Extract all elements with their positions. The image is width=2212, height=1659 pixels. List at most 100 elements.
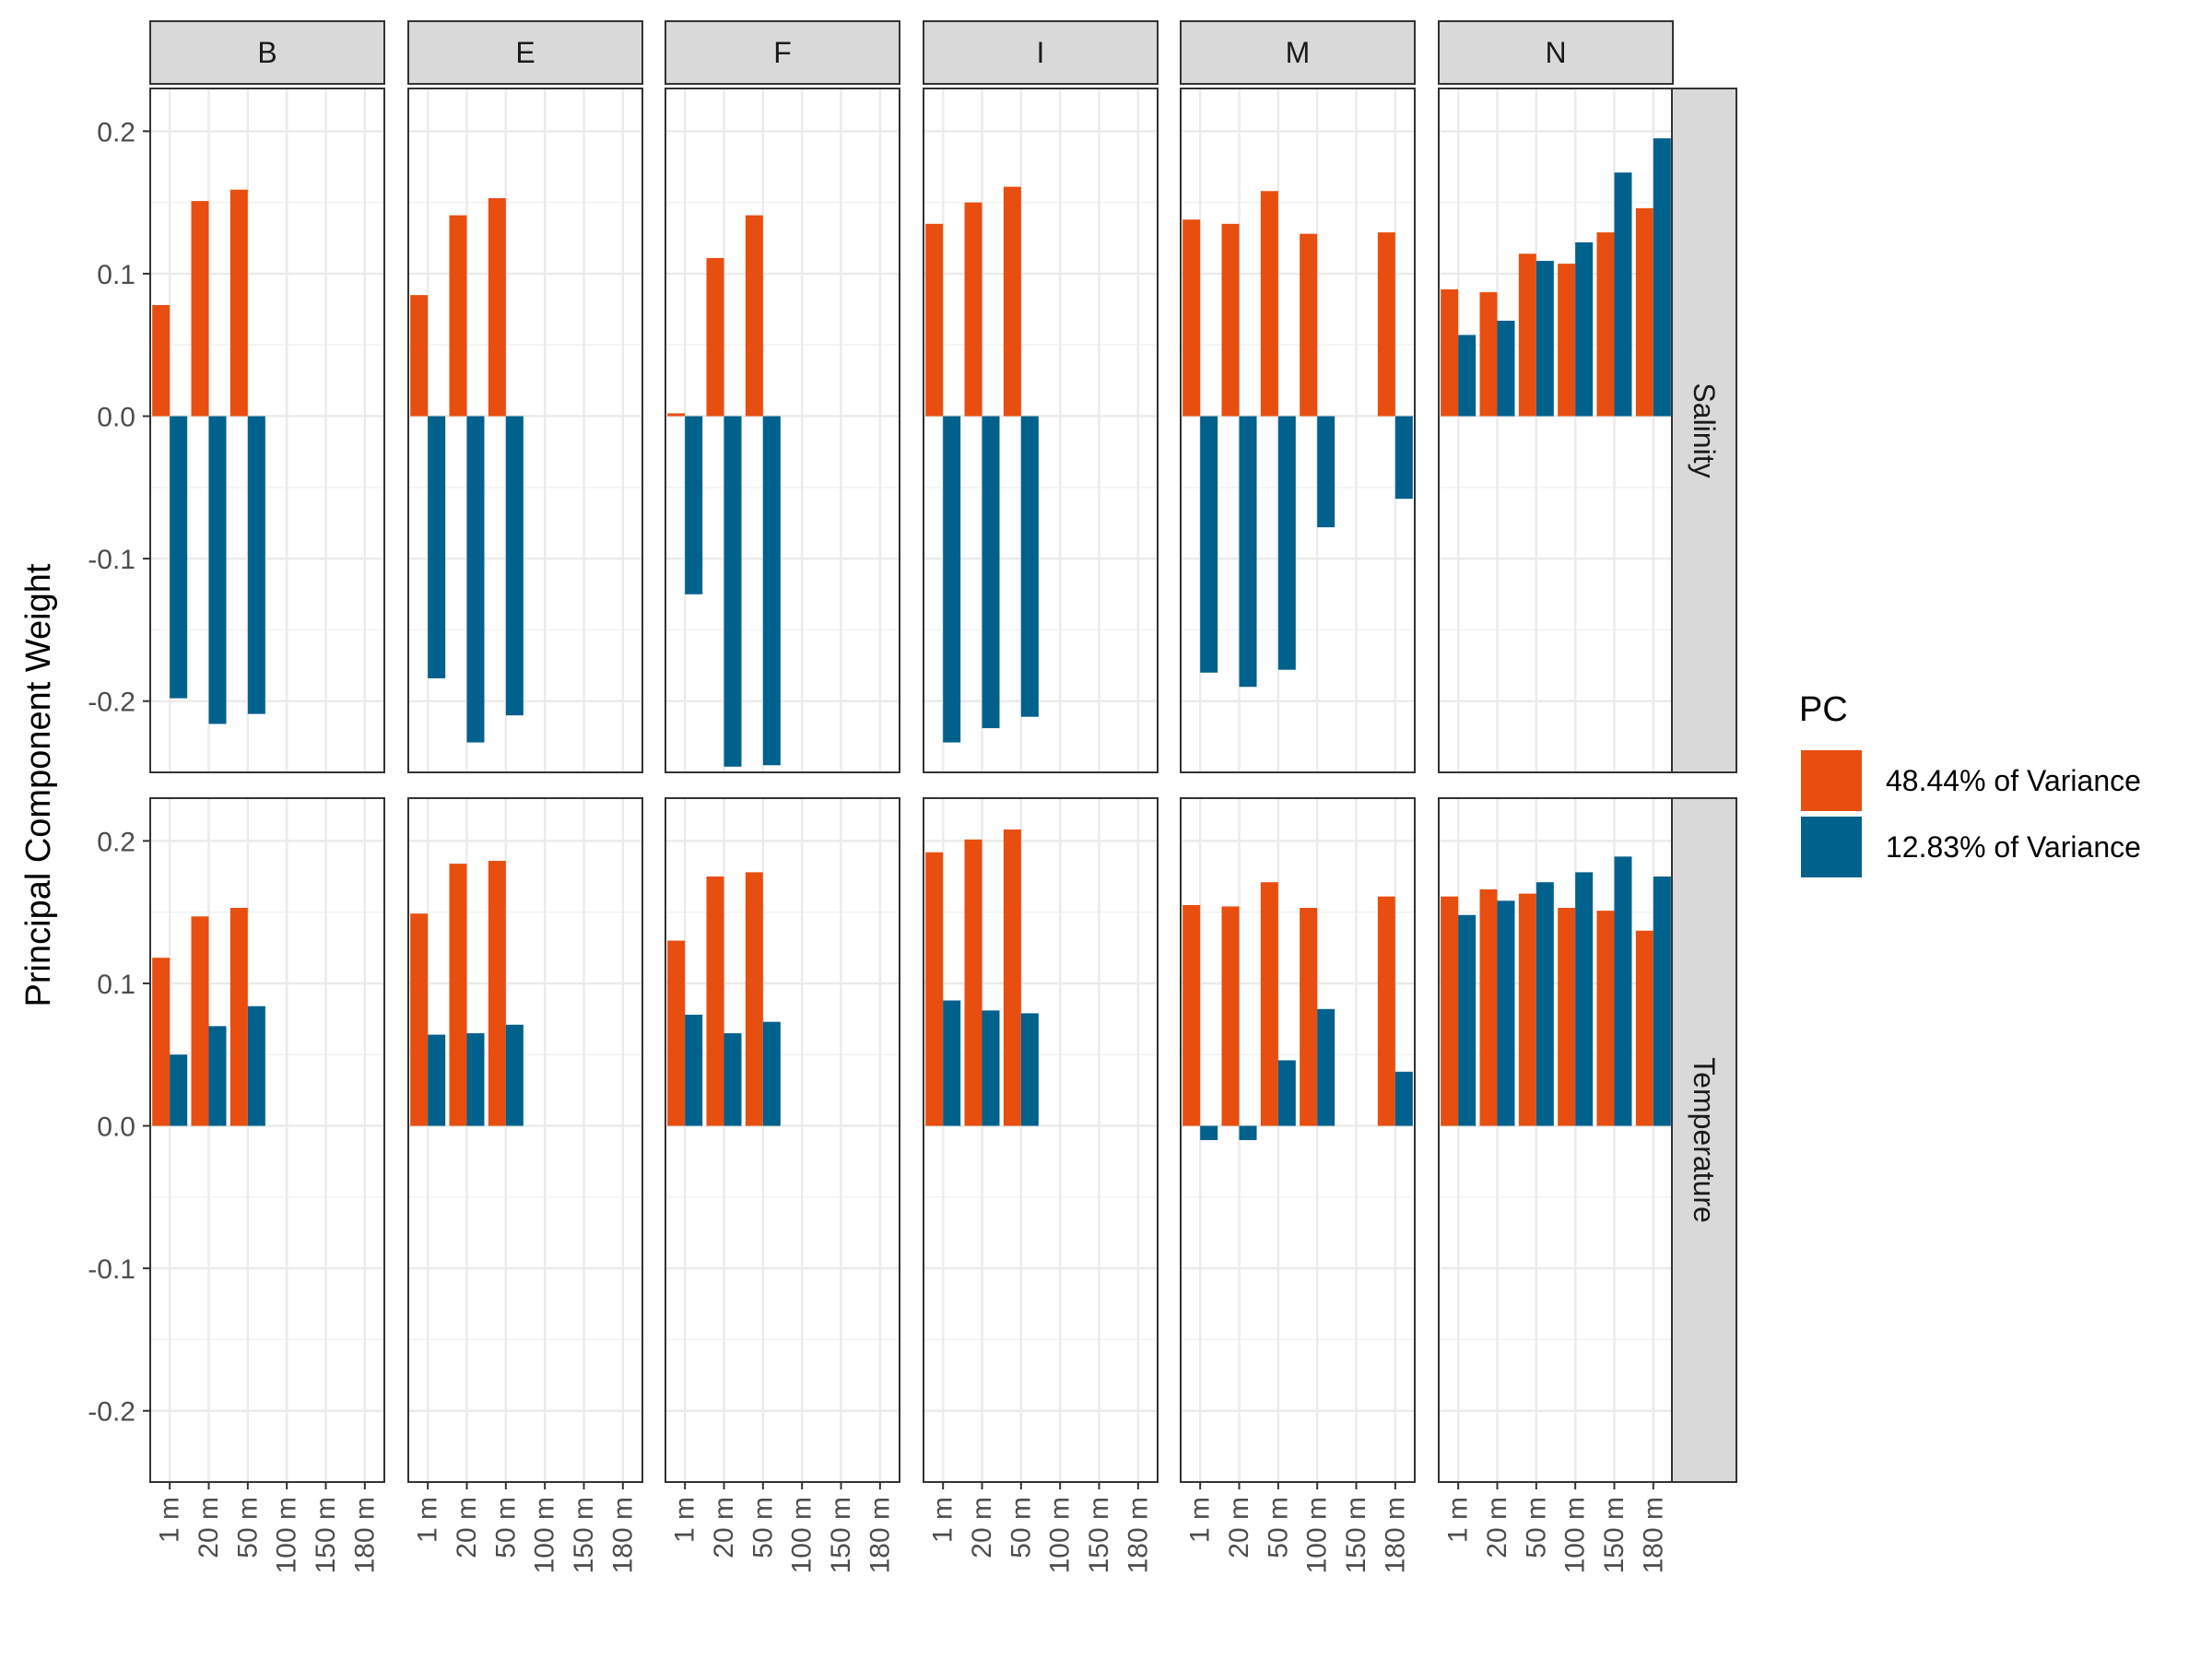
bar-pc1-50m — [745, 215, 763, 417]
bar-pc2-20m — [724, 416, 742, 767]
bar-pc1-20m — [706, 877, 724, 1126]
panel-background — [1439, 798, 1673, 1482]
x-tick-label: 180 m — [1380, 1497, 1410, 1573]
panel-temperature-i — [923, 797, 1159, 1483]
x-tick-label: 180 m — [349, 1497, 380, 1573]
strip-background — [149, 20, 385, 85]
bar-pc2-180m — [1653, 138, 1671, 417]
bar-pc1-100m — [1300, 908, 1318, 1126]
strip-background — [665, 20, 900, 85]
bar-pc2-50m — [762, 1021, 781, 1126]
bar-pc2-1m — [1200, 416, 1218, 673]
panel-background — [1439, 88, 1673, 772]
strip-background — [1180, 20, 1416, 85]
panel-salinity-e — [407, 88, 643, 773]
bar-pc2-1m — [428, 1034, 446, 1126]
bar-pc2-180m — [1394, 416, 1413, 500]
strip-label: M — [1286, 36, 1311, 69]
bar-pc2-20m — [1239, 1125, 1257, 1140]
x-tick-label: 50 m — [1006, 1497, 1036, 1559]
strip-background — [407, 20, 643, 85]
legend-title: PC — [1799, 690, 1848, 729]
panel-temperature-f — [665, 797, 900, 1483]
bar-pc1-20m — [1479, 888, 1498, 1126]
bar-pc2-20m — [208, 1026, 227, 1126]
bar-pc1-20m — [964, 839, 982, 1126]
strip-background — [1671, 88, 1737, 773]
panel-border — [407, 797, 643, 1483]
bar-pc1-20m — [1221, 906, 1240, 1126]
x-tick-label: 50 m — [232, 1497, 263, 1559]
x-tick-label: 50 m — [747, 1497, 778, 1559]
bar-pc1-1m — [1182, 904, 1201, 1126]
panel-salinity-b — [149, 88, 385, 773]
y-tick-label: 0.2 — [97, 117, 135, 147]
bar-pc2-150m — [1614, 172, 1632, 417]
panel-border — [149, 88, 385, 773]
strip-background — [1438, 20, 1674, 85]
bar-pc2-20m — [982, 1010, 1000, 1126]
bar-pc2-50m — [505, 1024, 524, 1126]
strip-salinity: Salinity — [1671, 88, 1737, 773]
panel-salinity-m — [1180, 88, 1416, 773]
bar-pc2-1m — [943, 1000, 961, 1126]
strip-label: N — [1545, 36, 1566, 69]
bar-pc2-1m — [428, 416, 446, 678]
x-tick-label: 150 m — [826, 1497, 856, 1573]
bar-pc2-1m — [170, 416, 188, 699]
bar-pc2-1m — [1458, 335, 1477, 417]
panel-border — [1180, 797, 1416, 1483]
x-tick-label: 100 m — [787, 1497, 818, 1573]
bar-pc2-20m — [724, 1033, 742, 1126]
y-tick-label: 0.1 — [97, 260, 135, 290]
legend-label-2: 12.83% of Variance — [1886, 830, 2141, 864]
bar-pc1-100m — [1558, 264, 1576, 417]
strip-m: M — [1180, 20, 1416, 85]
bar-pc2-50m — [505, 416, 524, 716]
x-tick-label: 1 m — [928, 1497, 959, 1543]
x-tick-label: 150 m — [1341, 1497, 1371, 1573]
panel-salinity-f — [665, 88, 900, 773]
bar-pc2-100m — [1575, 872, 1594, 1126]
x-tick-label: 180 m — [607, 1497, 638, 1573]
bar-pc2-1m — [170, 1054, 188, 1126]
bar-pc2-20m — [1497, 320, 1515, 417]
x-tick-label: 20 m — [194, 1497, 224, 1559]
bar-pc1-150m — [1596, 232, 1615, 417]
y-tick-label: -0.1 — [88, 545, 135, 575]
strip-f: F — [665, 20, 900, 85]
bar-pc1-1m — [1182, 219, 1201, 417]
strip-temperature: Temperature — [1671, 797, 1737, 1483]
x-tick-label: 150 m — [1599, 1497, 1630, 1573]
panel-border — [407, 88, 643, 773]
bar-pc2-20m — [1239, 416, 1257, 688]
x-tick-label: 150 m — [1084, 1497, 1114, 1573]
bar-pc1-50m — [229, 908, 248, 1126]
panel-border — [149, 797, 385, 1483]
y-tick-label: 0.2 — [97, 827, 135, 857]
y-axis-title: Principal Component Weight — [19, 563, 58, 1006]
x-tick-label: 20 m — [1224, 1497, 1254, 1559]
x-tick-label: 100 m — [530, 1497, 560, 1573]
bar-pc2-50m — [247, 1006, 265, 1126]
strip-i: I — [923, 20, 1159, 85]
bar-pc1-20m — [191, 201, 209, 417]
bar-pc2-50m — [1020, 1013, 1039, 1126]
panel-border — [923, 797, 1159, 1483]
bar-pc1-20m — [449, 864, 467, 1126]
bar-pc2-1m — [1200, 1125, 1218, 1140]
y-tick-label: 0.0 — [97, 1112, 135, 1143]
bar-pc1-150m — [1596, 911, 1615, 1126]
bar-pc1-50m — [1003, 830, 1021, 1126]
x-tick-label: 1 m — [155, 1497, 185, 1543]
bar-pc2-50m — [1277, 1060, 1296, 1126]
panel-border — [665, 797, 900, 1483]
bar-pc2-20m — [982, 416, 1000, 729]
bar-pc1-1m — [152, 958, 171, 1126]
bar-pc1-180m — [1635, 207, 1653, 417]
x-tick-label: 1 m — [1443, 1497, 1474, 1543]
bar-pc2-180m — [1394, 1071, 1413, 1126]
x-tick-label: 1 m — [670, 1497, 700, 1543]
bar-pc1-50m — [1260, 191, 1278, 417]
panel-background — [924, 798, 1158, 1482]
